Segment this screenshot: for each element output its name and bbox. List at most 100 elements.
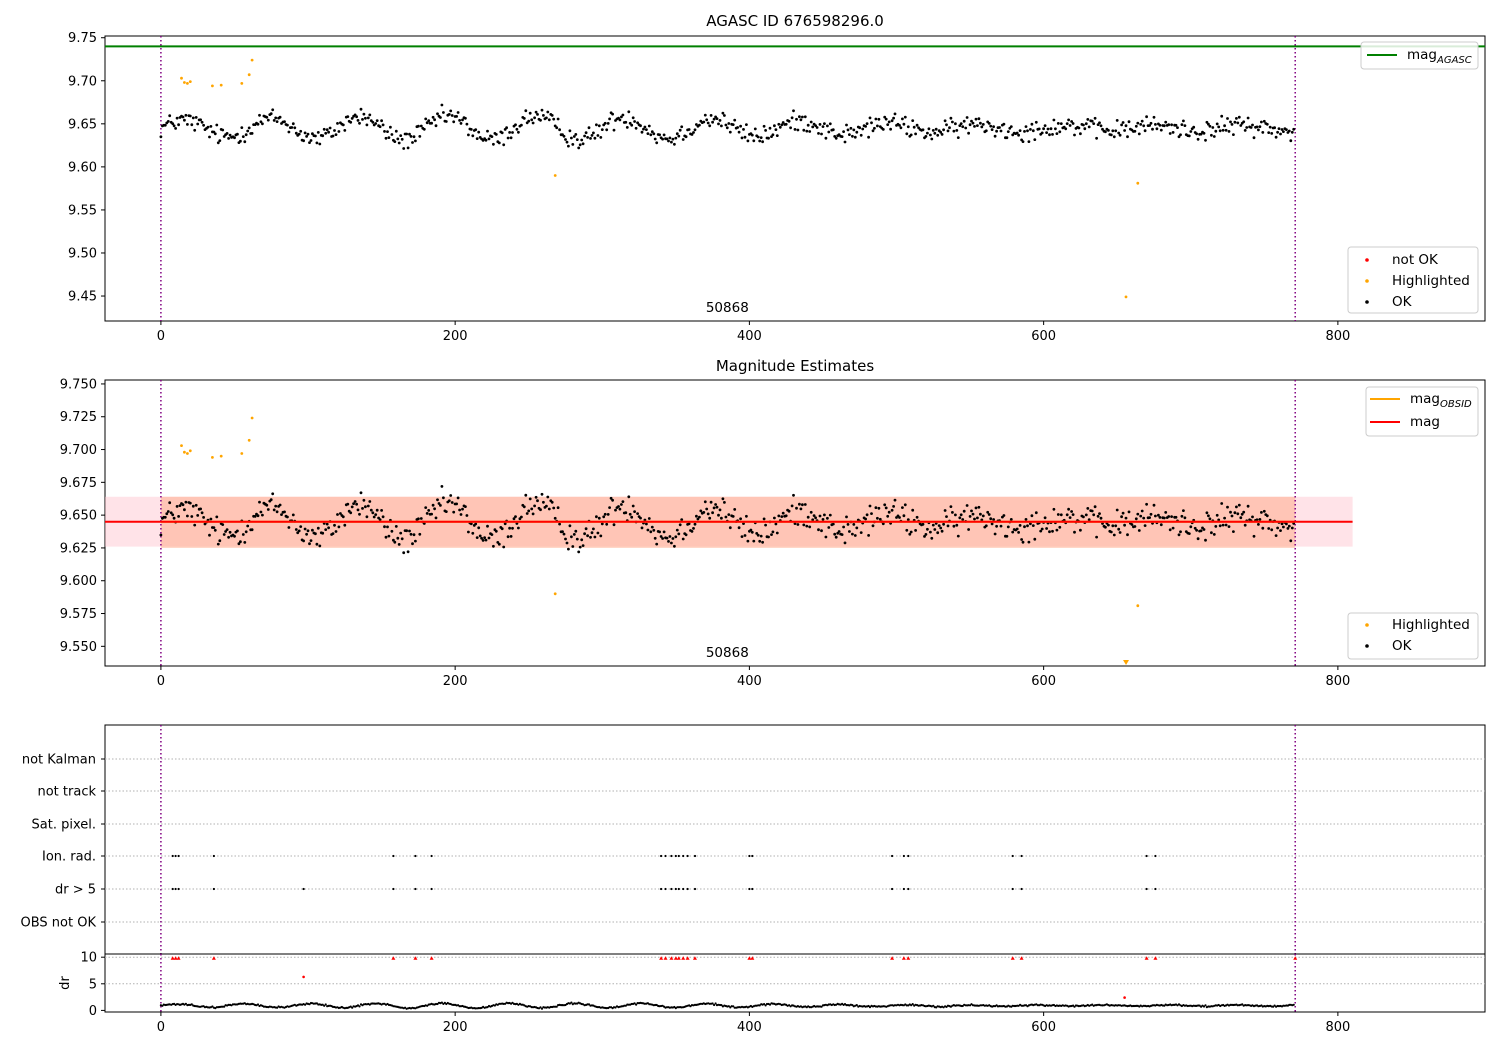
ok-point <box>1048 530 1051 534</box>
ok-point <box>186 123 189 126</box>
ok-point <box>1107 129 1110 132</box>
x-tick-label: 200 <box>443 329 468 344</box>
ok-point <box>962 509 966 513</box>
ok-point <box>228 530 232 534</box>
ok-point <box>602 515 606 519</box>
flag-point <box>664 887 667 891</box>
ok-point <box>581 142 585 146</box>
ok-point <box>936 531 940 535</box>
ok-point <box>308 542 311 546</box>
ok-point <box>587 126 591 130</box>
ok-point <box>743 534 747 537</box>
ok-point <box>853 135 857 139</box>
ok-point <box>778 125 782 129</box>
ok-point <box>945 123 948 127</box>
ok-point <box>600 522 604 526</box>
dr-point <box>1292 1003 1295 1006</box>
dr-clipped-marker <box>1144 956 1149 960</box>
ok-point <box>1126 135 1129 139</box>
ok-point <box>1120 515 1123 519</box>
ok-point <box>1149 512 1153 516</box>
ok-point <box>527 509 531 513</box>
ok-point <box>948 126 951 130</box>
ok-point <box>1195 528 1198 532</box>
ok-point <box>737 130 741 134</box>
ok-point <box>901 117 904 121</box>
ok-point <box>530 507 534 511</box>
ok-point <box>271 108 275 112</box>
ok-point <box>597 516 601 520</box>
ok-point <box>1051 529 1054 533</box>
flag-point <box>392 887 395 891</box>
ok-point <box>606 122 610 125</box>
ok-point <box>393 140 397 144</box>
ok-point <box>334 530 338 533</box>
ok-point <box>878 517 882 521</box>
ok-point <box>990 128 994 132</box>
ok-point <box>293 126 297 130</box>
ok-point <box>181 115 185 119</box>
ok-point <box>218 139 222 143</box>
ok-point <box>681 537 685 541</box>
ok-point <box>695 514 698 518</box>
ok-point <box>784 514 788 518</box>
ok-point <box>486 129 489 133</box>
ok-point <box>314 134 317 138</box>
ok-point <box>1027 540 1031 544</box>
ok-point <box>316 526 320 530</box>
ok-point <box>649 133 653 137</box>
flag-point <box>1011 887 1014 891</box>
ok-point <box>887 120 891 124</box>
ok-point <box>383 525 386 529</box>
ok-point <box>184 113 188 117</box>
ok-point <box>397 141 401 145</box>
ok-point <box>412 533 416 537</box>
ok-point <box>422 127 426 131</box>
ok-point <box>1067 507 1070 511</box>
ok-point <box>874 117 878 121</box>
ok-point <box>999 524 1003 528</box>
ok-point <box>484 138 488 142</box>
ok-point <box>698 123 701 127</box>
ok-point <box>1276 130 1279 134</box>
ok-point <box>717 513 720 517</box>
ok-point <box>290 126 294 129</box>
ok-point <box>572 135 576 138</box>
ok-point <box>1177 533 1181 537</box>
ok-point <box>283 510 286 514</box>
ok-point <box>1218 129 1222 133</box>
highlighted-point <box>188 80 192 83</box>
ok-point <box>711 120 714 124</box>
ok-point <box>1079 132 1082 136</box>
ok-point <box>1229 510 1232 514</box>
ok-point <box>618 118 622 122</box>
ok-point <box>386 525 389 529</box>
ok-point <box>480 536 483 540</box>
flag-point <box>177 887 180 891</box>
ok-point <box>606 513 610 516</box>
ok-point <box>358 121 361 125</box>
ok-point <box>294 528 298 531</box>
ok-point <box>527 119 531 123</box>
ok-point <box>278 503 282 507</box>
ok-point <box>1006 525 1010 529</box>
ok-point <box>1002 514 1006 517</box>
ok-point <box>343 129 347 132</box>
dr-point <box>426 1004 429 1007</box>
ok-point <box>820 529 823 533</box>
ok-point <box>653 536 657 540</box>
flag-point <box>1011 854 1014 858</box>
ok-point <box>740 535 744 538</box>
ok-point <box>215 123 219 127</box>
ok-point <box>1246 504 1250 508</box>
ok-point <box>411 141 414 144</box>
ok-point <box>1152 503 1156 507</box>
y-tick-label: 9.600 <box>60 574 97 589</box>
y-tick-label: 9.75 <box>68 31 97 46</box>
ok-point <box>522 117 526 120</box>
dr-point <box>820 1005 823 1008</box>
mag-plot-frame <box>104 379 1486 667</box>
ok-point <box>821 518 825 521</box>
ok-point <box>724 515 728 519</box>
ok-point <box>1024 518 1028 521</box>
